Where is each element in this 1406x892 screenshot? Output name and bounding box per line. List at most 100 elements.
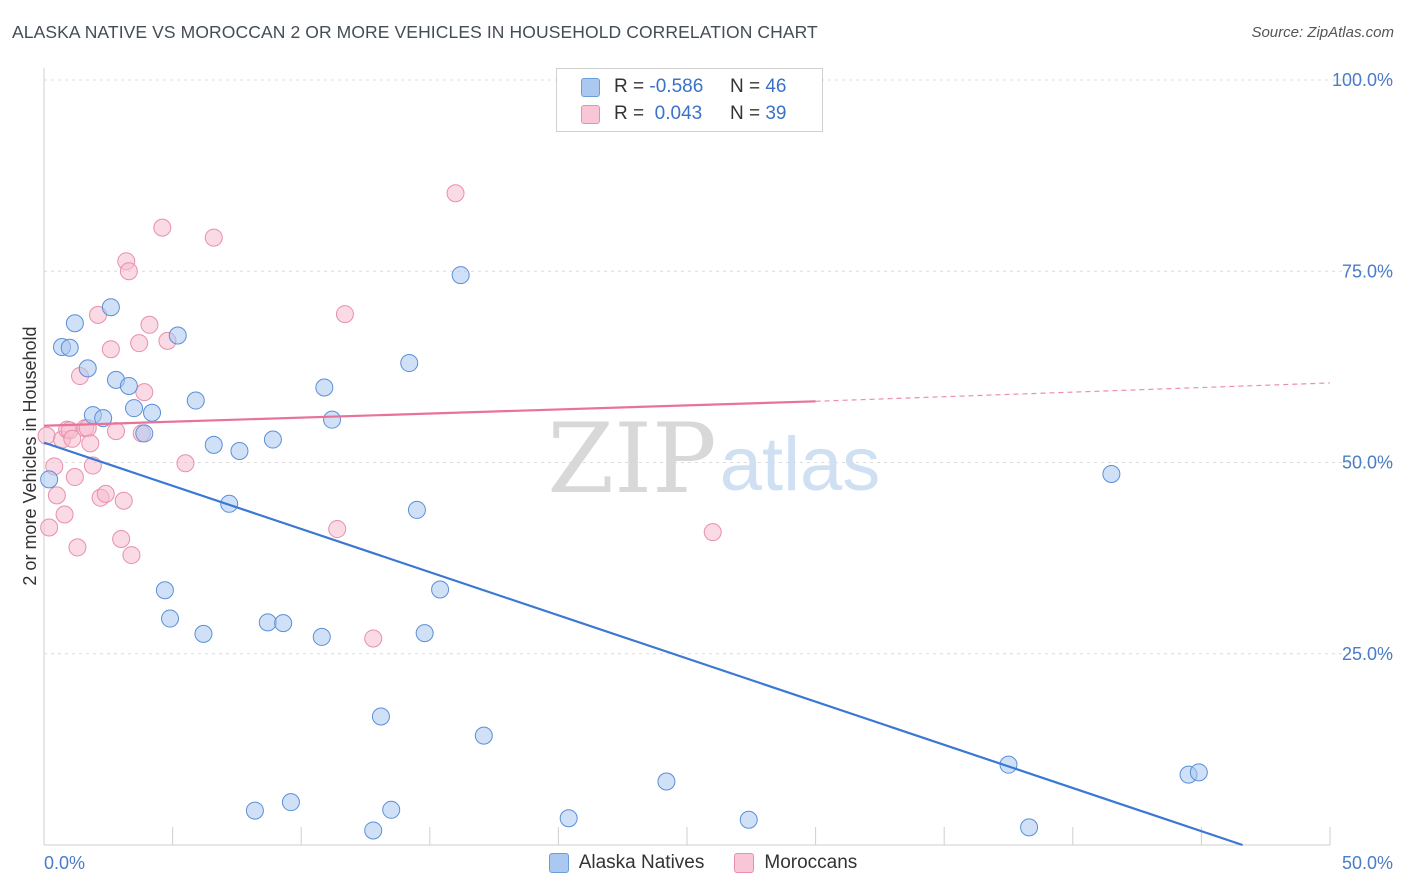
trend-line-alaska-natives: [43, 441, 1243, 847]
data-point-alaska-natives: [65, 314, 84, 333]
data-point-alaska-natives: [315, 378, 334, 397]
data-point-alaska-natives: [245, 801, 264, 820]
data-point-moroccans: [140, 315, 159, 334]
legend-n-label: N =: [729, 103, 761, 124]
data-point-moroccans: [40, 518, 59, 537]
data-point-moroccans: [119, 262, 138, 281]
data-point-moroccans: [112, 530, 131, 548]
data-point-moroccans: [63, 429, 82, 448]
legend-r-value: 0.043: [649, 103, 703, 124]
data-point-moroccans: [122, 546, 141, 565]
series-legend: Alaska Natives Moroccans: [0, 852, 1406, 874]
data-point-alaska-natives: [258, 613, 277, 632]
legend-label-alaska-natives: Alaska Natives: [578, 852, 705, 873]
data-point-alaska-natives: [1020, 818, 1039, 837]
data-point-alaska-natives: [400, 354, 419, 373]
y-tick-label: 75.0%: [1342, 261, 1393, 281]
data-point-alaska-natives: [60, 338, 79, 357]
data-point-alaska-natives: [125, 399, 144, 418]
data-point-moroccans: [135, 383, 154, 402]
legend-r-value: -0.586: [649, 76, 704, 97]
data-point-moroccans: [101, 340, 120, 359]
data-point-moroccans: [130, 334, 149, 353]
data-point-alaska-natives: [382, 800, 401, 819]
data-point-alaska-natives: [204, 435, 223, 454]
legend-n-label: N =: [729, 76, 761, 97]
data-point-alaska-natives: [1189, 763, 1208, 782]
data-point-alaska-natives: [263, 430, 282, 449]
data-point-alaska-natives: [451, 266, 470, 285]
data-point-alaska-natives: [40, 470, 59, 489]
data-point-alaska-natives: [364, 821, 383, 840]
trend-line-moroccans: [43, 400, 816, 427]
data-point-alaska-natives: [135, 424, 154, 443]
watermark-atlas: atlas: [720, 422, 881, 507]
correlation-legend: R = -0.586 N = 46 R = 0.043 N = 39: [556, 68, 823, 132]
y-tick-label: 25.0%: [1342, 644, 1393, 664]
data-point-moroccans: [153, 218, 172, 237]
legend-item-moroccans: Moroccans: [734, 852, 857, 874]
data-point-alaska-natives: [657, 772, 676, 791]
data-point-alaska-natives: [281, 793, 300, 812]
data-point-alaska-natives: [230, 442, 249, 461]
data-point-alaska-natives: [155, 581, 174, 600]
data-point-alaska-natives: [474, 726, 493, 745]
legend-n-value: 46: [765, 76, 787, 97]
data-point-moroccans: [37, 426, 56, 445]
data-point-moroccans: [176, 454, 195, 473]
data-point-moroccans: [81, 434, 100, 453]
data-point-alaska-natives: [1102, 464, 1121, 483]
legend-row-alaska-natives: R = -0.586 N = 46: [581, 75, 786, 99]
data-point-alaska-natives: [371, 707, 390, 726]
data-point-alaska-natives: [415, 624, 434, 643]
legend-swatch-blue: [581, 77, 600, 97]
data-point-alaska-natives: [186, 391, 205, 410]
watermark-zip: ZIP: [547, 403, 716, 515]
x-tick-label: 50.0%: [1342, 853, 1393, 873]
axes: [43, 68, 1331, 846]
data-point-moroccans: [364, 629, 383, 648]
data-point-moroccans: [65, 468, 84, 487]
data-point-moroccans: [703, 523, 722, 542]
data-point-alaska-natives: [431, 580, 450, 599]
trend-line-moroccans-extension: [815, 382, 1331, 402]
data-point-alaska-natives: [168, 326, 187, 345]
data-point-alaska-natives: [143, 403, 162, 422]
legend-swatch-pink: [581, 104, 600, 124]
source-label: Source: ZipAtlas.com: [1251, 24, 1394, 41]
data-point-moroccans: [96, 484, 115, 503]
data-point-alaska-natives: [559, 809, 578, 828]
y-tick-label: 50.0%: [1342, 453, 1393, 473]
y-tick-label: 100.0%: [1332, 70, 1393, 90]
data-point-alaska-natives: [161, 609, 180, 628]
legend-swatch-pink: [734, 853, 755, 873]
legend-row-moroccans: R = 0.043 N = 39: [581, 102, 786, 126]
y-axis-label: 2 or more Vehicles in Household: [20, 326, 40, 585]
data-point-moroccans: [328, 520, 347, 539]
data-point-alaska-natives: [194, 624, 213, 643]
data-point-alaska-natives: [119, 377, 138, 395]
data-point-moroccans: [55, 505, 74, 524]
data-point-moroccans: [204, 228, 223, 247]
data-point-alaska-natives: [94, 409, 113, 428]
legend-n-value: 39: [765, 103, 787, 124]
data-point-alaska-natives: [78, 359, 97, 378]
watermark: ZIP atlas: [547, 403, 880, 515]
gridlines: [44, 79, 1392, 655]
data-point-alaska-natives: [312, 627, 331, 646]
chart-title: ALASKA NATIVE VS MOROCCAN 2 OR MORE VEHI…: [12, 22, 818, 42]
x-tick-label: 0.0%: [44, 853, 85, 873]
legend-r-label: R =: [614, 103, 645, 124]
data-point-moroccans: [114, 491, 133, 510]
data-point-moroccans: [335, 305, 354, 324]
data-point-moroccans: [446, 184, 465, 203]
data-point-moroccans: [47, 486, 66, 505]
series-alaska-natives-points: [40, 266, 1208, 840]
data-point-alaska-natives: [323, 410, 342, 429]
legend-swatch-blue: [548, 853, 569, 873]
legend-item-alaska-natives: Alaska Natives: [548, 852, 705, 874]
data-point-moroccans: [68, 538, 87, 557]
data-point-alaska-natives: [739, 810, 758, 829]
data-point-alaska-natives: [407, 500, 426, 519]
